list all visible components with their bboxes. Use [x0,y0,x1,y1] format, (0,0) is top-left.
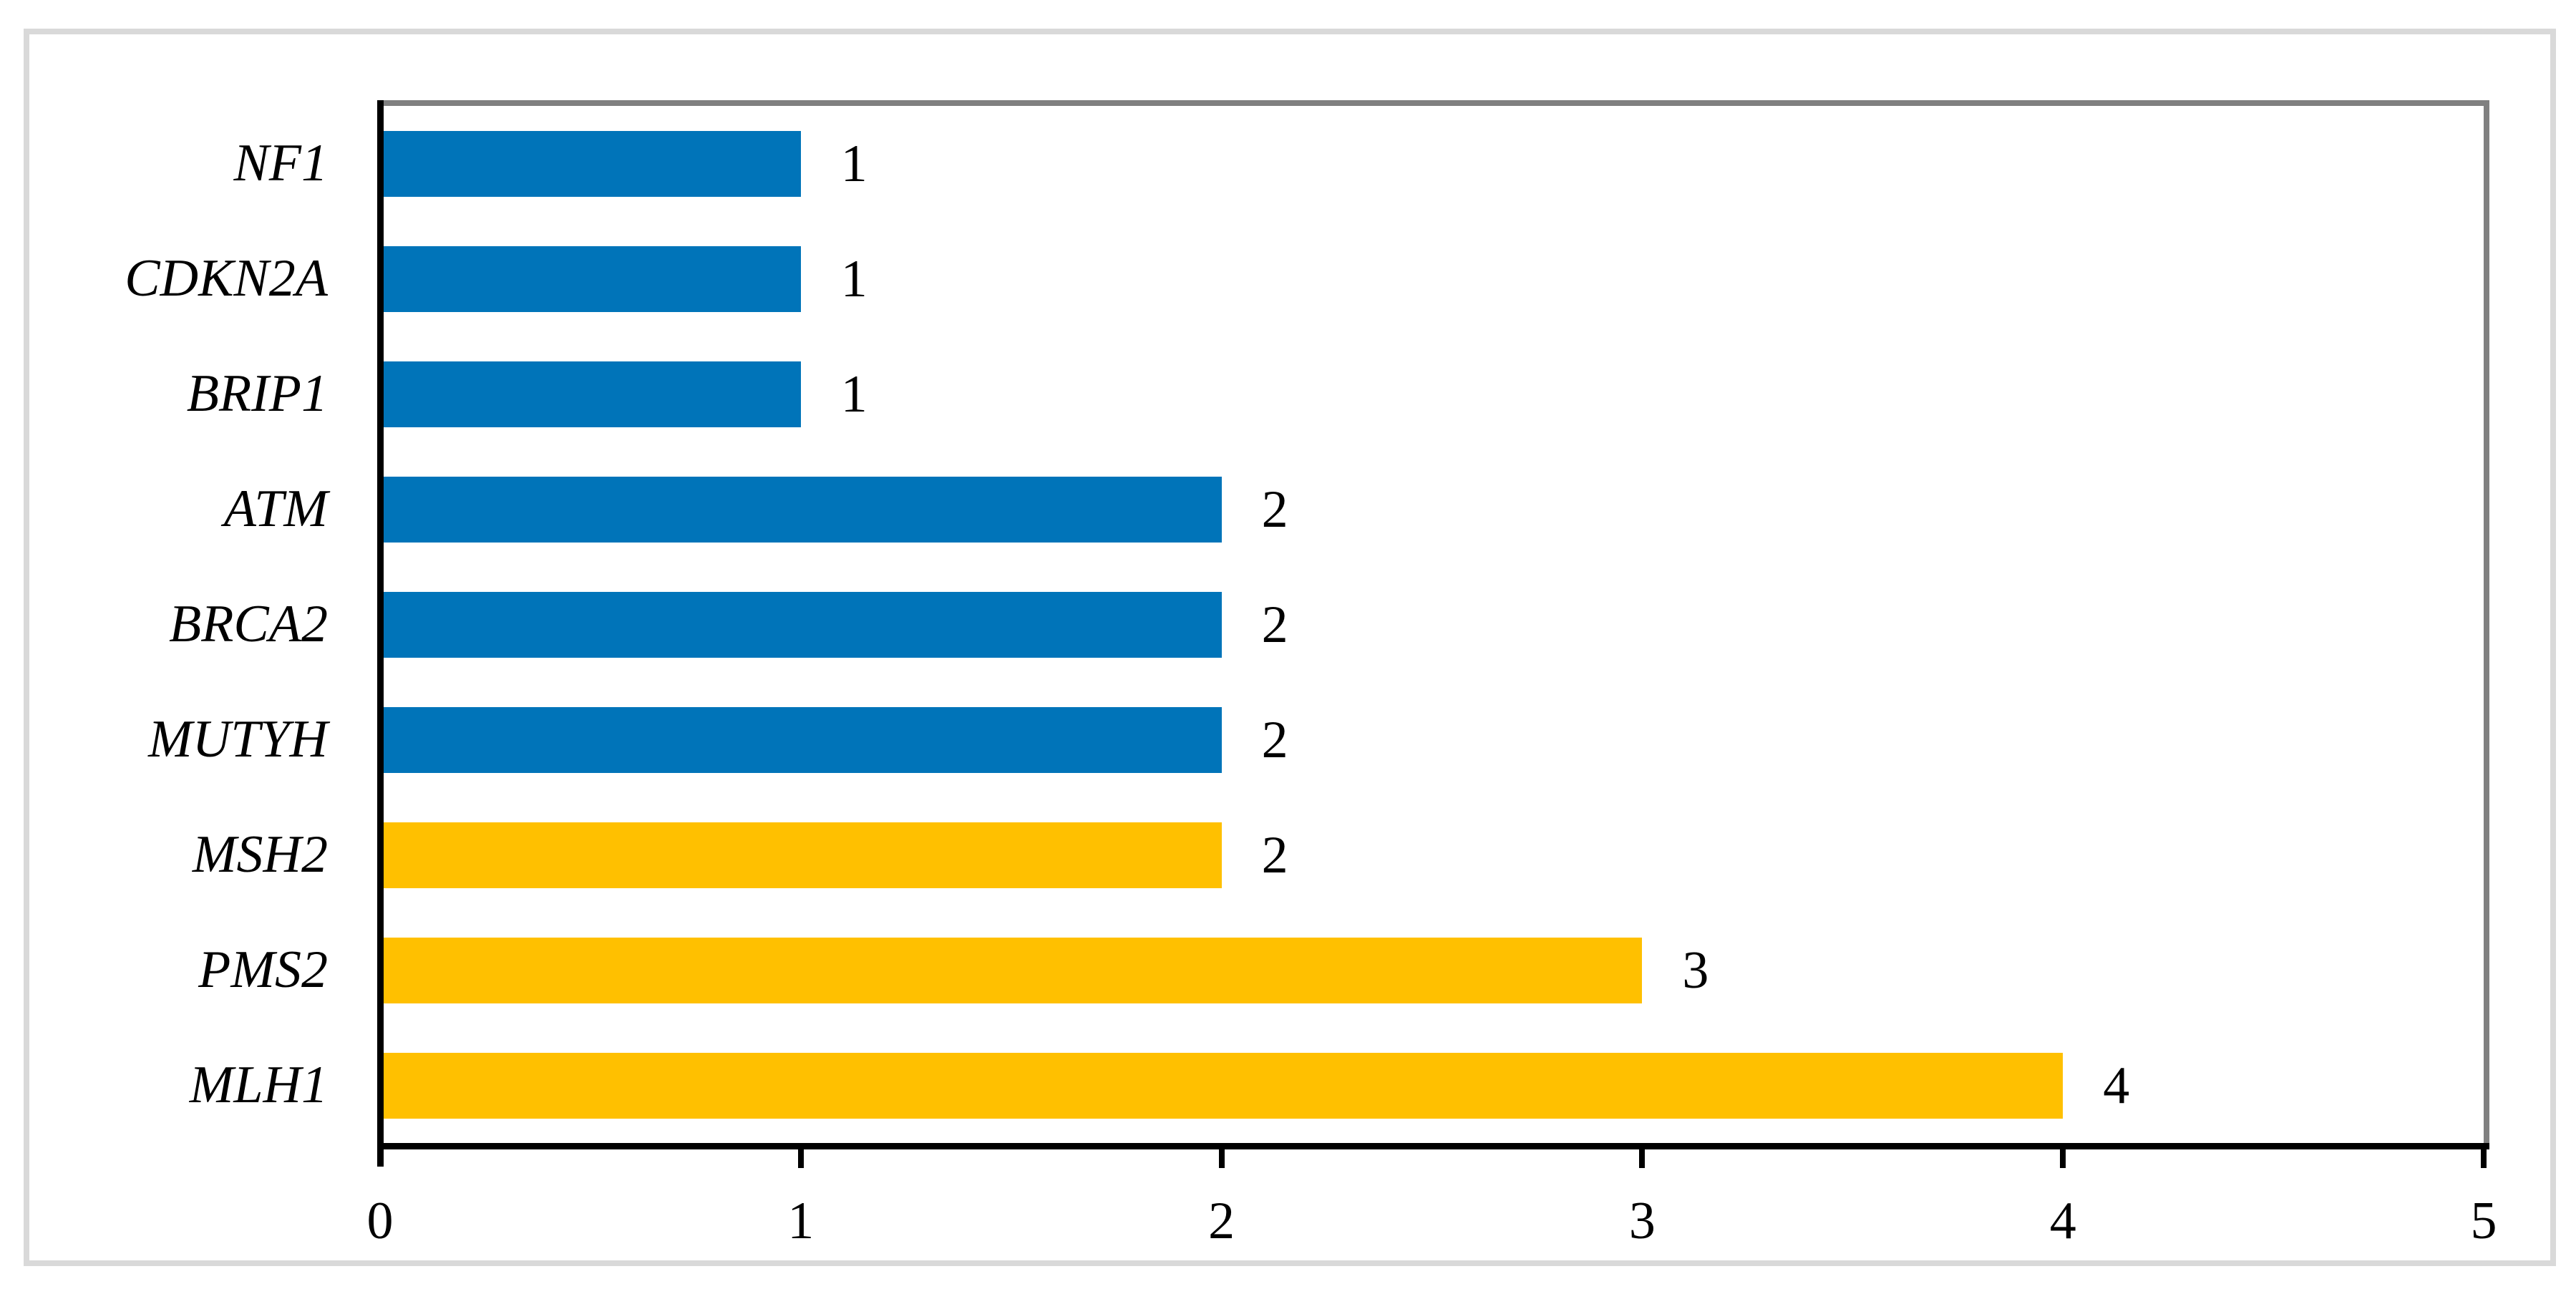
bar [380,591,1222,658]
value-label: 1 [840,249,867,308]
x-tick-label: 2 [1208,1192,1235,1250]
x-tick-mark [2481,1149,2487,1168]
bar [380,245,801,312]
bar-row: 1 [380,221,2484,336]
category-label: PMS2 [198,940,328,999]
bar [380,706,1222,773]
bar-row: 3 [380,913,2484,1028]
bar-row: 1 [380,336,2484,452]
bar-row: 1 [380,106,2484,221]
value-label: 1 [840,364,867,424]
bar [380,1052,2064,1119]
category-label: MLH1 [189,1056,328,1114]
y-axis-category-labels: NF1 CDKN2A BRIP1 ATM BRCA2 MUTYH MSH2 PMS2 MLH1 [0,106,328,1143]
category-label: CDKN2A [125,249,328,308]
x-tick-label: 3 [1628,1192,1656,1250]
value-label: 2 [1261,595,1288,654]
value-label: 2 [1261,825,1288,885]
category-label: MUTYH [148,710,328,769]
x-tick-label: 1 [787,1192,815,1250]
category-label: MSH2 [192,825,328,884]
value-label: 2 [1261,480,1288,539]
x-tick-mark [2060,1149,2066,1168]
bar-row: 4 [380,1028,2484,1143]
x-axis: 0 1 2 3 4 5 [367,1149,2497,1264]
value-label: 4 [2103,1056,2130,1115]
bar [380,130,801,197]
bar [380,361,801,427]
x-tick-mark [797,1149,804,1168]
category-label: BRCA2 [169,595,328,653]
category-label: BRIP1 [186,364,328,423]
x-tick-label: 5 [2470,1192,2497,1250]
plot-area: 1 1 1 2 2 2 2 3 4 [380,106,2484,1143]
value-label: 3 [1682,940,1709,1000]
x-tick-mark [1639,1149,1646,1168]
bar-row: 2 [380,682,2484,797]
category-label: NF1 [233,134,328,193]
bar-row: 2 [380,797,2484,913]
bar [380,937,1643,1003]
bar [380,476,1222,543]
bar [380,822,1222,888]
value-label: 2 [1261,710,1288,769]
bar-row: 2 [380,567,2484,682]
x-axis-line [377,1143,2489,1149]
category-label: ATM [223,480,328,538]
x-tick-label: 0 [366,1192,394,1250]
plot-area-border [380,100,2489,1149]
value-label: 1 [840,134,867,193]
y-axis-line [377,100,384,1167]
bar-row: 2 [380,452,2484,567]
x-tick-mark [1218,1149,1225,1168]
x-tick-label: 4 [2049,1192,2076,1250]
